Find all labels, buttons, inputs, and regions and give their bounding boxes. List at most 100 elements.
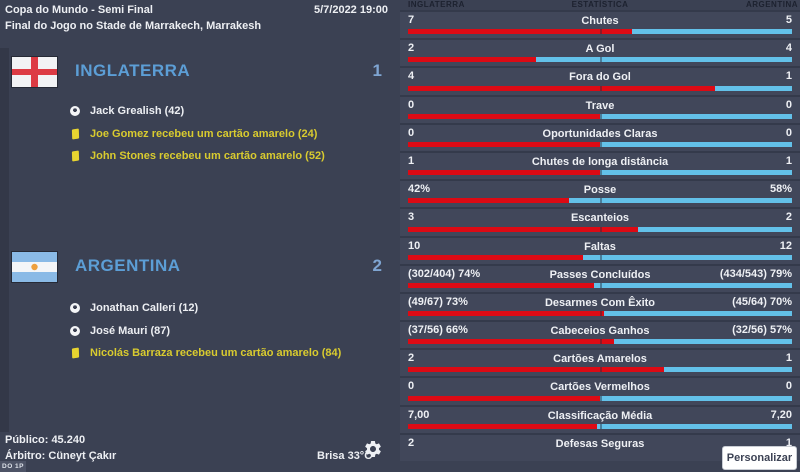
stats-column-headers: INGLATERRA ESTATÍSTICA ARGENTINA: [400, 0, 800, 10]
match-event: José Mauri (87): [70, 320, 390, 343]
goal-icon: [70, 106, 90, 117]
stat-away-value: 7,20: [770, 408, 792, 421]
event-text: Jack Grealish (42): [90, 105, 185, 118]
match-event: John Stones recebeu um cartão amarelo (5…: [70, 145, 390, 168]
stat-comparison-bar: [408, 254, 792, 260]
stat-comparison-bar: [408, 339, 792, 345]
stat-home-value: 0: [408, 380, 415, 393]
match-event: Jonathan Calleri (12): [70, 297, 390, 320]
stat-comparison-bar: [408, 85, 792, 91]
stat-comparison-bar: [408, 423, 792, 429]
stat-home-value: 2: [408, 42, 415, 55]
panel-edge-shadow: [0, 48, 9, 432]
stat-away-value: 4: [785, 42, 792, 55]
stat-row: 4 1 Fora do Gol: [400, 66, 800, 95]
stat-away-value: 0: [785, 380, 792, 393]
stat-away-value: 5: [785, 14, 792, 26]
personalize-button[interactable]: Personalizar: [722, 446, 797, 470]
stat-row: (37/56) 66% (32/56) 57% Cabeceios Ganhos: [400, 320, 800, 349]
stat-row: 0 0 Cartões Vermelhos: [400, 376, 800, 405]
yellow-card-icon: [70, 150, 90, 162]
stat-comparison-bar: [408, 367, 792, 373]
away-team-score: 2: [372, 256, 382, 275]
stat-row: 42% 58% Posse: [400, 179, 800, 208]
stat-row: 2 1 Cartões Amarelos: [400, 348, 800, 377]
stat-comparison-bar: [408, 395, 792, 401]
yellow-card-icon: [70, 128, 90, 140]
stat-home-value: 7: [408, 14, 415, 26]
stat-bar-home-segment: [408, 311, 604, 317]
match-datetime: 5/7/2022 19:00: [313, 4, 388, 16]
stat-home-value: (302/404) 74%: [408, 267, 481, 280]
stat-bar-home-segment: [408, 423, 598, 429]
stat-away-value: 1: [785, 436, 792, 449]
stat-home-value: 2: [408, 436, 415, 449]
stat-bar-home-segment: [408, 367, 665, 373]
goal-icon: [70, 303, 90, 314]
home-team-name[interactable]: INGLATERRA: [75, 61, 191, 80]
yellow-card-icon: [70, 347, 90, 359]
stat-comparison-bar: [408, 141, 792, 147]
stat-row: 7,00 7,20 Classificação Média: [400, 404, 800, 433]
match-summary-panel: Copa do Mundo - Semi Final 5/7/2022 19:0…: [0, 4, 390, 472]
england-flag-icon: [12, 57, 57, 87]
away-team-name[interactable]: ARGENTINA: [75, 256, 181, 275]
stat-bar-home-segment: [408, 57, 536, 63]
stat-home-value: 0: [408, 126, 415, 139]
home-team-events: Jack Grealish (42) Joe Gomez recebeu um c…: [70, 100, 390, 168]
stat-home-value: 1: [408, 154, 415, 167]
match-event: Nicolás Barraza recebeu um cartão amarel…: [70, 342, 390, 365]
competition-title: Copa do Mundo - Semi Final: [5, 4, 153, 16]
stat-comparison-bar: [408, 282, 792, 288]
match-subtitle: Final do Jogo no Stade de Marrakech, Mar…: [5, 20, 262, 32]
stat-row: 10 12 Faltas: [400, 235, 800, 264]
stat-comparison-bar: [408, 29, 792, 35]
stat-away-value: 1: [785, 154, 792, 167]
stat-home-value: 7,00: [408, 408, 430, 421]
stat-bar-home-segment: [408, 113, 600, 119]
stat-comparison-bar: [408, 113, 792, 119]
stat-comparison-bar: [408, 311, 792, 317]
gear-icon[interactable]: [363, 439, 383, 459]
stat-comparison-bar: [408, 198, 792, 204]
event-text: Jonathan Calleri (12): [90, 302, 199, 315]
referee-text: Árbitro: Cüneyt Çakır: [5, 450, 117, 462]
stat-bar-home-segment: [408, 339, 615, 345]
stat-row: (49/67) 73% (45/64) 70% Desarmes Com Êxito: [400, 291, 800, 321]
match-event: Jack Grealish (42): [70, 100, 390, 123]
stats-center-column-header: ESTATÍSTICA: [571, 0, 629, 9]
stat-bar-home-segment: [408, 170, 600, 176]
stat-away-value: (32/56) 57%: [732, 324, 792, 337]
stat-home-value: 10: [408, 239, 421, 252]
event-text: Joe Gomez recebeu um cartão amarelo (24): [90, 127, 318, 140]
stat-home-value: (49/67) 73%: [408, 295, 468, 308]
stat-bar-home-segment: [408, 226, 639, 232]
stat-comparison-bar: [408, 226, 792, 232]
stat-home-value: 2: [408, 352, 415, 365]
stat-away-value: 12: [779, 239, 792, 252]
event-text: Nicolás Barraza recebeu um cartão amarel…: [90, 347, 342, 360]
stat-bar-home-segment: [408, 395, 600, 401]
stat-row: 3 2 Escanteios: [400, 207, 800, 236]
stat-bar-home-segment: [408, 282, 594, 288]
stat-home-value: 4: [408, 70, 415, 83]
event-text: John Stones recebeu um cartão amarelo (5…: [90, 150, 325, 163]
stat-away-value: 0: [785, 126, 792, 139]
match-stats-panel: INGLATERRA ESTATÍSTICA ARGENTINA 7 5 Chute…: [400, 0, 800, 472]
stat-row: 0 0 Oportunidades Claras: [400, 122, 800, 151]
stat-away-value: 0: [785, 98, 792, 111]
attendance-text: Público: 45.240: [5, 434, 86, 446]
stat-home-value: 42%: [408, 183, 431, 196]
stats-home-column-header: INGLATERRA: [408, 0, 465, 9]
stat-row: 7 5 Chutes: [400, 10, 800, 39]
match-event: Joe Gomez recebeu um cartão amarelo (24): [70, 123, 390, 146]
stat-away-value: 58%: [769, 183, 792, 196]
stat-comparison-bar: [408, 57, 792, 63]
stat-row: 0 0 Trave: [400, 94, 800, 123]
stat-bar-home-segment: [408, 254, 583, 260]
stat-bar-home-segment: [408, 29, 632, 35]
stat-away-value: (45/64) 70%: [732, 295, 792, 308]
home-team-score: 1: [372, 61, 382, 80]
